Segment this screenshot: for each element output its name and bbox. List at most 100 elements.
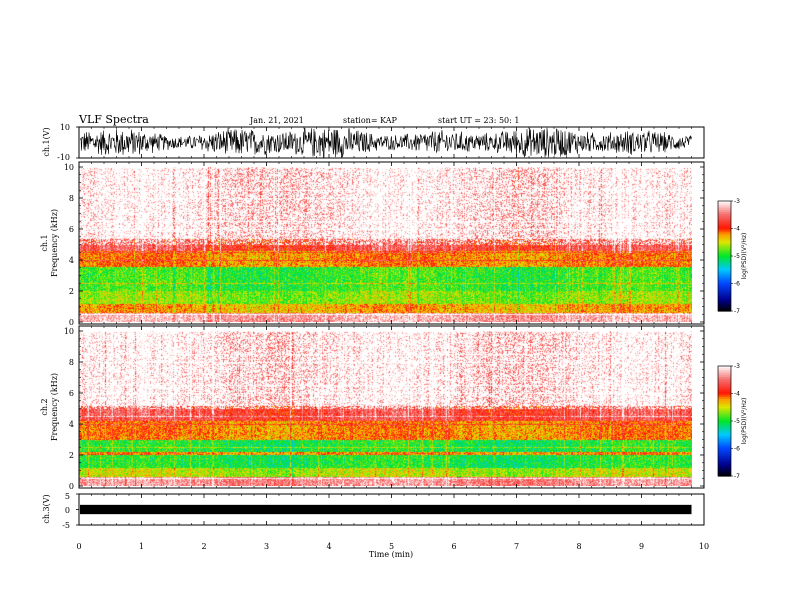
colorbar-segment xyxy=(718,228,731,231)
colorbar-segment xyxy=(718,261,731,264)
colorbar-segment xyxy=(718,270,731,274)
station-label: station= KAP xyxy=(343,116,398,125)
colorbar-segment xyxy=(718,259,731,263)
colorbar-segment xyxy=(718,287,731,290)
colorbar-segment xyxy=(718,226,731,230)
colorbar-segment xyxy=(718,224,731,228)
colorbar-segment xyxy=(718,201,731,204)
colorbar-segment xyxy=(718,276,731,279)
colorbar-segment xyxy=(718,410,731,413)
x-tick-label: 10 xyxy=(699,542,709,551)
colorbar-segment xyxy=(718,371,731,374)
colorbar-segment xyxy=(718,252,731,255)
colorbar-segment xyxy=(718,272,731,275)
colorbar-segment xyxy=(718,474,731,477)
ch3-ytick-mid: 0 xyxy=(65,506,70,515)
colorbar-segment xyxy=(718,219,731,222)
colorbar-segment xyxy=(718,235,731,239)
colorbar-segment xyxy=(718,263,731,266)
colorbar-segment xyxy=(718,413,731,417)
colorbar-segment xyxy=(718,223,731,226)
ch1-spectrogram-ylabel-line1: ch.1 xyxy=(40,234,49,251)
colorbar-segment xyxy=(718,215,731,219)
colorbar-segment xyxy=(718,366,731,369)
colorbar-segment xyxy=(718,448,731,451)
x-axis-label: Time (min) xyxy=(369,550,413,559)
colorbar-segment xyxy=(718,248,731,252)
colorbar-segment xyxy=(718,303,731,307)
colorbar-segment xyxy=(718,241,731,244)
colorbar-segment xyxy=(718,250,731,253)
colorbar-tick-label: -5 xyxy=(734,253,740,260)
ch3-ytick-top: 5 xyxy=(65,492,70,501)
colorbar-segment xyxy=(718,435,731,439)
colorbar-segment xyxy=(718,369,731,373)
colorbar-segment xyxy=(718,285,731,288)
date-label: Jan. 21, 2021 xyxy=(249,116,304,125)
x-tick-label: 3 xyxy=(264,542,269,551)
colorbar-segment xyxy=(718,210,731,213)
colorbar-segment xyxy=(718,281,731,285)
colorbar-segment xyxy=(718,468,731,472)
colorbar-segment xyxy=(718,267,731,270)
colorbar-segment xyxy=(718,208,731,211)
colorbar-segment xyxy=(718,426,731,429)
colorbar-segment xyxy=(718,411,731,415)
colorbar-segment xyxy=(718,470,731,473)
colorbar-segment xyxy=(718,421,731,424)
colorbar-tick-label: -5 xyxy=(734,418,740,425)
ch1-spectrogram-panel: 0 2 4 6 8 10 ch.1 Frequency (kHz) xyxy=(40,161,705,327)
y-tick-label: 10 xyxy=(64,327,74,336)
colorbar-segment xyxy=(718,408,731,411)
y-tick-label: 2 xyxy=(69,287,74,296)
ch1-spectrogram-image xyxy=(79,167,692,322)
colorbar-segment xyxy=(718,289,731,292)
ch2-spectrogram-ylabel-line1: ch.2 xyxy=(40,398,49,415)
colorbar-segment xyxy=(718,404,731,407)
colorbar-segment xyxy=(718,256,731,259)
colorbar-segment xyxy=(718,424,731,428)
x-tick-label: 5 xyxy=(389,542,394,551)
colorbar-segment xyxy=(718,296,731,299)
colorbar-segment xyxy=(718,443,731,446)
colorbar-segment xyxy=(718,377,731,380)
colorbar-label: log(PSD)(V²/Hz) xyxy=(741,398,748,445)
colorbar-segment xyxy=(718,243,731,246)
colorbar-segment xyxy=(718,257,731,261)
colorbar-segment xyxy=(718,300,731,303)
ch3-ytick-bottom: -5 xyxy=(62,521,70,530)
x-tick-label: 8 xyxy=(576,542,581,551)
colorbar-segment xyxy=(718,428,731,431)
colorbar-segment xyxy=(718,386,731,389)
colorbar-segment xyxy=(718,239,731,242)
colorbar-segment xyxy=(718,417,731,420)
colorbar-segment xyxy=(718,389,731,393)
ch1-waveform-panel: 10 -10 ch.1(V) xyxy=(42,123,705,162)
ch1-spectrogram-ylabel-line2: Frequency (kHz) xyxy=(50,209,59,277)
ch1-ytick-bottom: -10 xyxy=(57,153,70,162)
colorbar-segment xyxy=(718,415,731,418)
y-tick-label: 4 xyxy=(69,256,74,265)
colorbar-segment xyxy=(718,419,731,422)
y-tick-label: 4 xyxy=(69,420,74,429)
colorbar-segment xyxy=(718,391,731,395)
ch3-waveform-trace xyxy=(80,504,692,515)
y-tick-label: 6 xyxy=(69,389,74,398)
colorbar-segment xyxy=(718,459,731,462)
colorbar-segment xyxy=(718,400,731,404)
colorbar-segment xyxy=(718,212,731,215)
colorbar-segment xyxy=(718,307,731,310)
x-tick-label: 2 xyxy=(201,542,206,551)
ch3-waveform-ylabel: ch.3(V) xyxy=(42,494,51,523)
colorbar-segment xyxy=(718,305,731,308)
colorbar-segment xyxy=(718,430,731,433)
colorbar-segment xyxy=(718,246,731,250)
x-tick-label: 7 xyxy=(514,542,519,551)
colorbar-segment xyxy=(718,384,731,387)
ch2-spectrogram-image xyxy=(79,331,692,486)
colorbar-segment xyxy=(718,279,731,283)
colorbar-segment xyxy=(718,375,731,378)
y-tick-label: 8 xyxy=(69,194,74,203)
figure-title: VLF Spectra xyxy=(78,113,149,126)
